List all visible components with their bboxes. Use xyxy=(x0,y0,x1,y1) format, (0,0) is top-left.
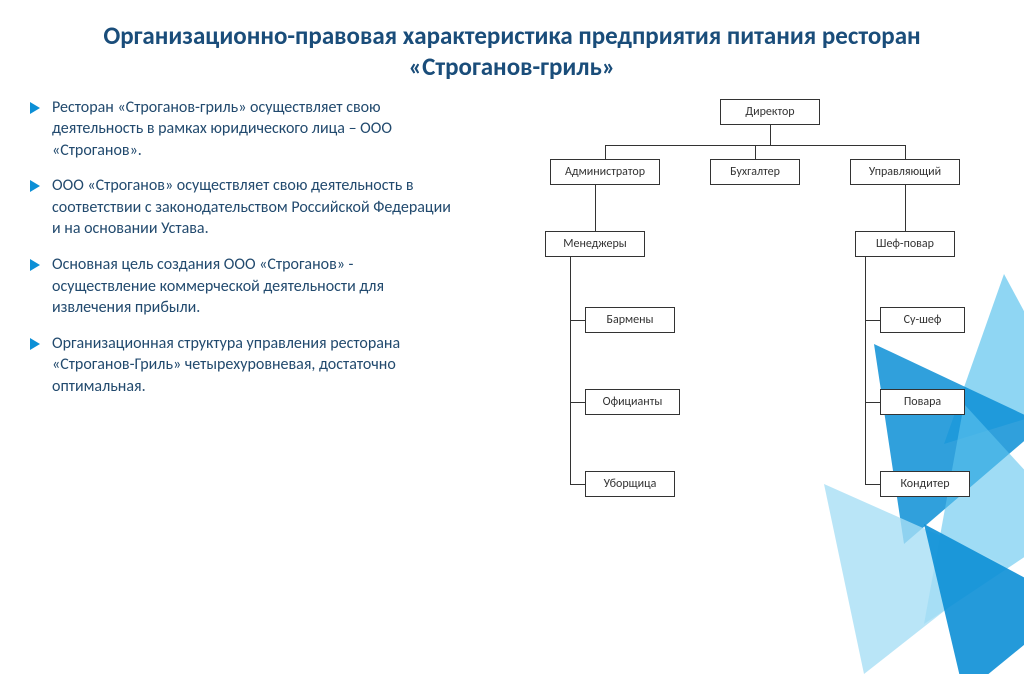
chart-node-cooks: Повара xyxy=(880,389,965,415)
bullet-item: ООО «Строганов» осуществляет свою деятел… xyxy=(30,175,455,240)
bullet-marker-icon xyxy=(30,102,40,114)
bullet-text: Ресторан «Строганов-гриль» осуществляет … xyxy=(52,97,455,162)
chart-connector xyxy=(865,320,880,321)
chart-connector xyxy=(865,484,880,485)
chart-node-managers: Менеджеры xyxy=(545,231,645,257)
bullet-marker-icon xyxy=(30,180,40,192)
chart-node-chef: Шеф-повар xyxy=(855,231,955,257)
chart-node-barmen: Бармены xyxy=(585,307,675,333)
bullet-item: Ресторан «Строганов-гриль» осуществляет … xyxy=(30,97,455,162)
chart-connector xyxy=(570,257,571,484)
content-area: Ресторан «Строганов-гриль» осуществляет … xyxy=(0,97,1024,537)
chart-connector xyxy=(770,125,771,145)
bullet-text: Организационная структура управления рес… xyxy=(52,333,455,398)
org-chart: Директор Администратор Бухгалтер Управляющи… xyxy=(470,97,1004,537)
chart-connector xyxy=(595,185,596,231)
chart-node-manager_top: Управляющий xyxy=(850,159,960,185)
chart-node-souschef: Су-шеф xyxy=(880,307,965,333)
chart-connector xyxy=(755,145,756,159)
bullet-item: Организационная структура управления рес… xyxy=(30,333,455,398)
chart-node-confectioner: Кондитер xyxy=(880,471,970,497)
slide-title: Организационно-правовая характеристика п… xyxy=(0,0,1024,97)
bullet-item: Основная цель создания ООО «Строганов» -… xyxy=(30,254,455,319)
bullet-marker-icon xyxy=(30,259,40,271)
bullet-text: ООО «Строганов» осуществляет свою деятел… xyxy=(52,175,455,240)
chart-connector xyxy=(865,257,866,484)
bullet-text: Основная цель создания ООО «Строганов» -… xyxy=(52,254,455,319)
chart-node-admin: Администратор xyxy=(550,159,660,185)
chart-connector xyxy=(570,320,585,321)
chart-node-director: Директор xyxy=(720,99,820,125)
chart-node-waiters: Официанты xyxy=(585,389,680,415)
chart-connector xyxy=(605,145,606,159)
chart-connector xyxy=(570,484,585,485)
chart-connector xyxy=(865,402,880,403)
chart-connector xyxy=(905,145,906,159)
chart-node-accountant: Бухгалтер xyxy=(710,159,800,185)
chart-node-cleaner: Уборщица xyxy=(585,471,675,497)
chart-connector xyxy=(905,185,906,231)
bullet-marker-icon xyxy=(30,338,40,350)
bullet-list: Ресторан «Строганов-гриль» осуществляет … xyxy=(30,97,470,537)
chart-connector xyxy=(570,402,585,403)
